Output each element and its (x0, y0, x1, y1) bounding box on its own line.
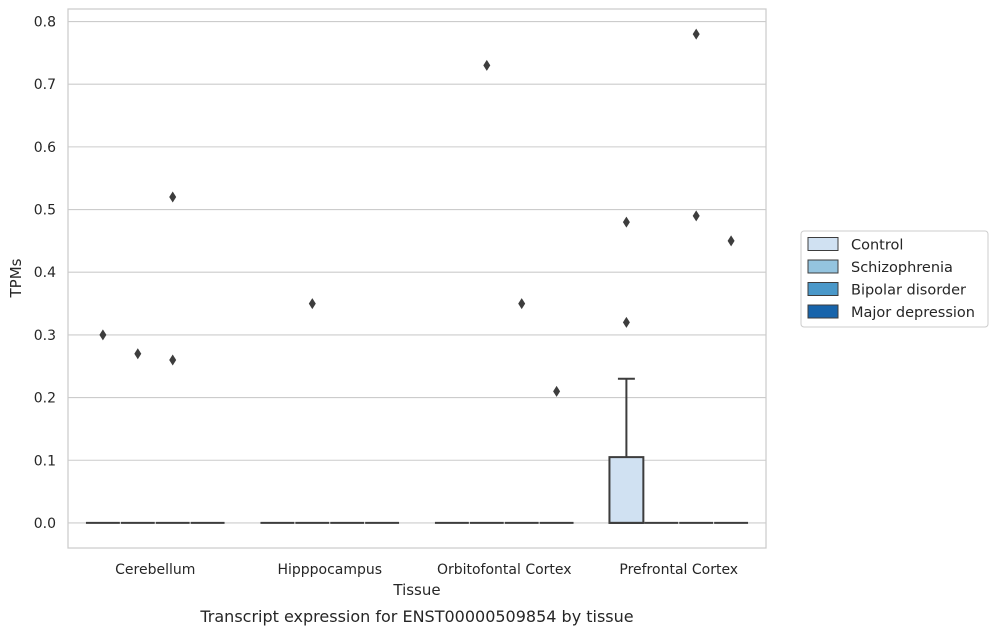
x-tick-label: Cerebellum (115, 562, 195, 578)
outlier-point (622, 316, 630, 328)
legend-swatch (807, 304, 839, 319)
legend-label: Schizophrenia (851, 260, 953, 276)
x-axis-label: Tissue (392, 581, 440, 599)
outlier-point (692, 28, 700, 40)
chart-caption: Transcript expression for ENST0000050985… (199, 607, 633, 626)
outlier-point (518, 298, 526, 310)
legend-swatch (807, 259, 839, 274)
legend: Control Schizophrenia Bipolar disorder Majo… (800, 230, 989, 328)
legend-frame (800, 230, 989, 328)
y-tick-label: 0.8 (34, 15, 56, 31)
legend-swatch (807, 237, 839, 251)
x-tick-label: Orbitofontal Cortex (437, 562, 572, 578)
x-axis-ticks: Cerebellum Hipppocampus Orbitofontal Corte… (115, 562, 738, 578)
y-tick-label: 0.7 (34, 77, 56, 93)
box-series (85, 377, 749, 524)
x-tick-label: Prefrontal Cortex (619, 562, 738, 578)
y-axis-label: TPMs (7, 258, 25, 298)
y-tick-label: 0.4 (34, 265, 56, 281)
outlier-point (483, 59, 491, 71)
outlier-point (553, 385, 561, 397)
grid-lines (68, 20, 766, 524)
legend-label: Major depression (851, 305, 975, 321)
y-tick-label: 0.1 (34, 453, 56, 469)
legend-swatch (807, 282, 839, 296)
outlier-point (727, 235, 735, 247)
y-tick-label: 0.6 (34, 140, 56, 156)
y-tick-label: 0.2 (34, 391, 56, 407)
y-axis-ticks: 0.0 0.1 0.2 0.3 0.4 0.5 0.6 0.7 0.8 (34, 15, 56, 532)
box-body (608, 456, 645, 524)
plot-area-frame (67, 8, 767, 549)
outlier-point (134, 348, 142, 360)
x-tick-label: Hipppocampus (277, 562, 382, 578)
outlier-point (169, 191, 177, 203)
outlier-point (622, 216, 630, 228)
outlier-point (308, 298, 316, 310)
outlier-point (692, 210, 700, 222)
outlier-point (169, 354, 177, 366)
legend-label: Bipolar disorder (851, 283, 966, 299)
y-tick-label: 0.5 (34, 203, 56, 219)
legend-label: Control (851, 238, 903, 254)
box (608, 377, 645, 524)
y-tick-label: 0.0 (34, 516, 56, 532)
y-tick-label: 0.3 (34, 328, 56, 344)
outlier-point (99, 329, 107, 341)
outlier-points (99, 28, 735, 397)
